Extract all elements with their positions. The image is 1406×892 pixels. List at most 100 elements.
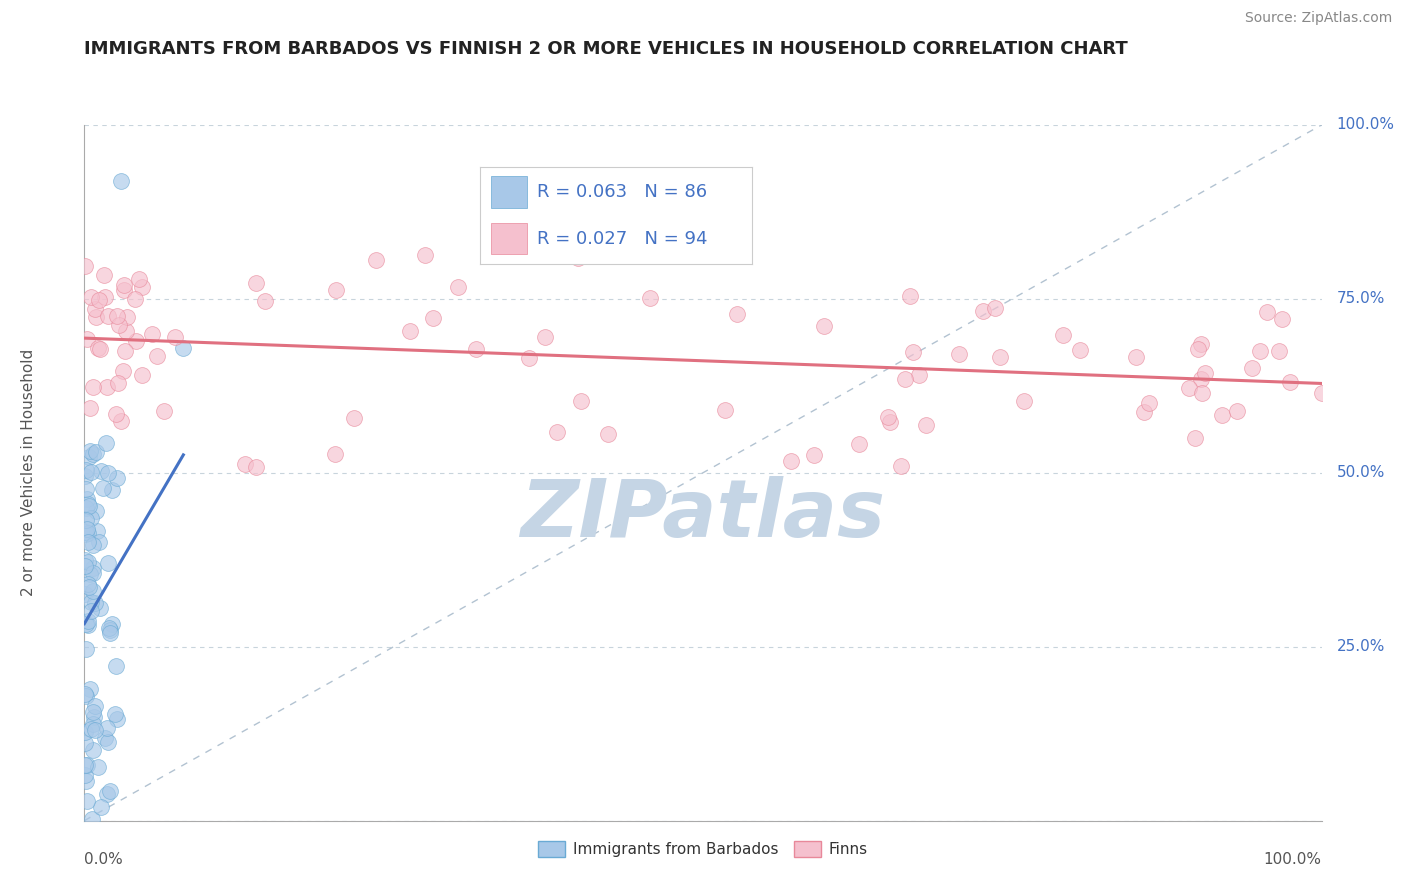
Point bbox=[714, 403, 737, 417]
Point bbox=[73, 736, 96, 750]
Point bbox=[84, 302, 107, 317]
Point bbox=[90, 464, 112, 478]
Point bbox=[84, 504, 107, 518]
Point bbox=[890, 458, 912, 473]
Point bbox=[82, 380, 104, 394]
Point bbox=[97, 466, 120, 480]
Point bbox=[465, 343, 488, 357]
Point bbox=[80, 465, 103, 479]
Point bbox=[915, 417, 938, 432]
Point bbox=[1310, 386, 1333, 401]
Point bbox=[1133, 405, 1156, 419]
Point bbox=[110, 173, 132, 187]
Point bbox=[96, 436, 118, 450]
Point bbox=[1184, 431, 1206, 445]
Text: Source: ZipAtlas.com: Source: ZipAtlas.com bbox=[1244, 11, 1392, 25]
Point bbox=[115, 324, 138, 338]
Point bbox=[97, 735, 120, 749]
Point bbox=[76, 522, 98, 536]
Point bbox=[73, 725, 96, 739]
Point bbox=[75, 642, 97, 657]
Point bbox=[77, 580, 100, 594]
Point bbox=[76, 491, 98, 506]
Point bbox=[82, 584, 104, 599]
Point bbox=[75, 690, 97, 704]
Point bbox=[877, 410, 900, 425]
Point bbox=[76, 618, 98, 632]
Point bbox=[91, 482, 114, 496]
Point bbox=[569, 393, 592, 408]
Point bbox=[75, 524, 97, 539]
Point bbox=[901, 345, 924, 359]
Point bbox=[517, 351, 540, 365]
Point bbox=[533, 330, 555, 344]
Point bbox=[87, 759, 110, 773]
Point bbox=[1137, 396, 1160, 410]
Point bbox=[254, 294, 277, 309]
Point bbox=[725, 307, 748, 321]
Point bbox=[107, 376, 129, 390]
Point bbox=[76, 615, 98, 629]
Point bbox=[82, 447, 104, 461]
Text: IMMIGRANTS FROM BARBADOS VS FINNISH 2 OR MORE VEHICLES IN HOUSEHOLD CORRELATION : IMMIGRANTS FROM BARBADOS VS FINNISH 2 OR… bbox=[84, 40, 1128, 58]
Point bbox=[131, 280, 153, 294]
Point bbox=[75, 463, 97, 477]
Point bbox=[75, 617, 97, 632]
Point bbox=[1211, 408, 1233, 422]
Point bbox=[1189, 336, 1212, 351]
Point bbox=[80, 604, 103, 618]
Point bbox=[567, 252, 589, 266]
Point bbox=[76, 794, 98, 808]
Point bbox=[80, 290, 103, 304]
Point bbox=[79, 682, 101, 697]
Point bbox=[77, 450, 100, 464]
Point bbox=[75, 774, 97, 789]
Text: 100.0%: 100.0% bbox=[1337, 118, 1395, 132]
Point bbox=[87, 535, 110, 549]
Point bbox=[90, 799, 112, 814]
Point bbox=[1189, 372, 1212, 386]
Point bbox=[80, 812, 103, 826]
Point bbox=[1187, 342, 1209, 356]
Point bbox=[1012, 393, 1035, 408]
Point bbox=[94, 290, 117, 304]
Point bbox=[97, 309, 120, 323]
Text: R = 0.027   N = 94: R = 0.027 N = 94 bbox=[537, 230, 709, 248]
Point bbox=[125, 334, 148, 348]
Text: 2 or more Vehicles in Household: 2 or more Vehicles in Household bbox=[21, 349, 37, 597]
Point bbox=[115, 310, 138, 324]
Point bbox=[598, 427, 620, 442]
Point bbox=[96, 721, 118, 735]
Point bbox=[638, 291, 661, 305]
Point bbox=[163, 329, 186, 343]
Point bbox=[1125, 350, 1147, 364]
Point bbox=[76, 332, 98, 346]
Point bbox=[79, 722, 101, 736]
Point bbox=[398, 324, 420, 338]
Point bbox=[94, 731, 117, 746]
Point bbox=[76, 758, 98, 772]
Point bbox=[105, 309, 128, 323]
Point bbox=[803, 448, 825, 462]
Point bbox=[813, 318, 835, 333]
Point bbox=[112, 364, 135, 378]
Point bbox=[75, 482, 97, 496]
Point bbox=[1226, 404, 1249, 418]
Point bbox=[87, 341, 110, 355]
Point bbox=[80, 595, 103, 609]
Point bbox=[1249, 344, 1271, 359]
Point bbox=[89, 601, 111, 615]
Point bbox=[110, 414, 132, 428]
Text: 25.0%: 25.0% bbox=[1337, 640, 1385, 654]
Point bbox=[447, 279, 470, 293]
Point bbox=[107, 318, 129, 332]
Point bbox=[546, 425, 568, 439]
Point bbox=[79, 443, 101, 458]
Point bbox=[82, 561, 104, 575]
Point bbox=[908, 368, 931, 382]
Point bbox=[89, 342, 111, 356]
Point bbox=[233, 458, 256, 472]
Point bbox=[972, 304, 994, 318]
Text: ZIPatlas: ZIPatlas bbox=[520, 475, 886, 554]
Point bbox=[898, 289, 921, 303]
